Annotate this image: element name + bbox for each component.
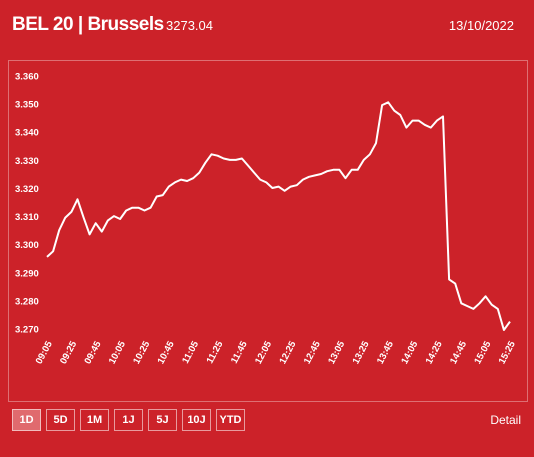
x-tick-label: 09:05 (34, 339, 55, 366)
x-tick-label: 12:45 (302, 339, 323, 366)
y-tick-label: 3.310 (15, 212, 39, 223)
x-tick-label: 15:25 (497, 339, 518, 366)
x-tick-label: 14:45 (448, 339, 469, 366)
y-tick-label: 3.360 (15, 72, 39, 83)
current-value: 3273.04 (166, 18, 213, 33)
x-tick-label: 13:05 (326, 339, 347, 366)
price-line (46, 101, 511, 331)
x-tick-label: 12:25 (277, 339, 298, 366)
y-tick-label: 3.290 (15, 268, 39, 279)
x-tick-label: 14:25 (424, 339, 445, 366)
x-tick-label: 13:45 (375, 339, 396, 366)
y-tick-label: 3.350 (15, 100, 39, 111)
y-tick-label: 3.270 (15, 325, 39, 336)
date: 13/10/2022 (448, 18, 514, 33)
x-tick-label: 11:05 (180, 339, 201, 366)
x-tick-label: 10:25 (131, 339, 152, 366)
range-button[interactable]: 5D (46, 409, 75, 431)
range-button[interactable]: 1D (12, 409, 41, 431)
y-tick-label: 3.340 (15, 128, 39, 139)
range-buttons: 1D 5D 1M 1J 5J 10J YTD (12, 409, 245, 431)
detail-link[interactable]: Detail (490, 413, 521, 427)
range-button[interactable]: 5J (148, 409, 177, 431)
y-tick-label: 3.330 (15, 156, 39, 167)
x-tick-label: 10:05 (107, 339, 128, 366)
y-tick-label: 3.280 (15, 296, 39, 307)
x-tick-label: 13:25 (351, 339, 372, 366)
y-tick-label: 3.300 (15, 240, 39, 251)
x-tick-label: 10:45 (156, 339, 177, 366)
x-tick-label: 11:25 (205, 339, 226, 366)
range-button[interactable]: 10J (182, 409, 211, 431)
range-button[interactable]: 1M (80, 409, 109, 431)
range-button[interactable]: 1J (114, 409, 143, 431)
x-tick-label: 09:25 (58, 339, 79, 366)
y-tick-label: 3.320 (15, 184, 39, 195)
x-tick-label: 12:05 (253, 339, 274, 366)
x-tick-label: 14:05 (399, 339, 420, 366)
range-button[interactable]: YTD (216, 409, 245, 431)
x-tick-label: 09:45 (82, 339, 103, 366)
x-tick-label: 11:45 (229, 339, 250, 366)
chart-frame (8, 60, 528, 402)
title: BEL 20 | Brussels (12, 14, 164, 35)
x-tick-label: 15:05 (472, 339, 493, 366)
